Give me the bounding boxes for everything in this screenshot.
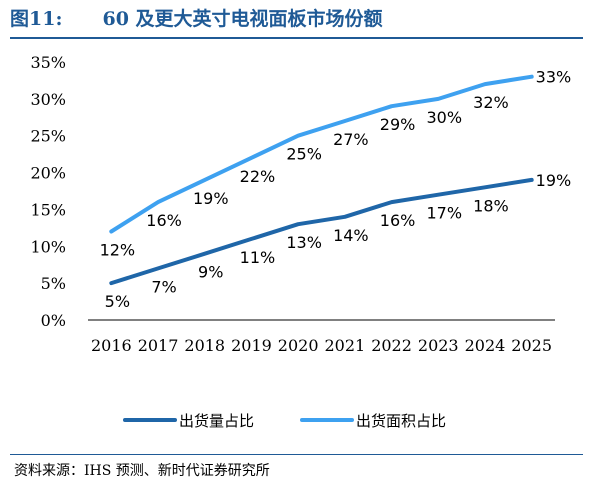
line-chart: 0% 5% 10% 15% 20% 25% 30% 35% 2016 2017 2018 2019 20…: [30, 53, 572, 430]
data-label: 18%: [473, 196, 509, 215]
data-label: 16%: [380, 211, 416, 230]
legend-label-2: 出货面积占比: [356, 412, 446, 430]
x-tick-label: 2025: [511, 336, 552, 355]
y-tick-label: 10%: [30, 237, 66, 256]
data-label: 25%: [286, 145, 322, 164]
y-tick-label: 0%: [41, 311, 66, 330]
y-tick-label: 30%: [30, 90, 66, 109]
series-line-2: [109, 74, 534, 234]
data-label: 5%: [105, 292, 130, 311]
figure-number: 图11:: [10, 8, 63, 30]
data-label: 12%: [100, 241, 136, 260]
data-label: 16%: [146, 211, 182, 230]
chart-axes: 0% 5% 10% 15% 20% 25% 30% 35% 2016 2017 2018 2019 20…: [30, 53, 555, 355]
data-label: 33%: [536, 68, 572, 87]
x-tick-label: 2017: [138, 336, 179, 355]
x-tick-label: 2023: [418, 336, 459, 355]
source-rule: [10, 454, 583, 455]
y-tick-label: 25%: [30, 127, 66, 146]
data-label: 19%: [193, 189, 229, 208]
data-label: 19%: [536, 171, 572, 190]
y-tick-label: 15%: [30, 200, 66, 219]
figure-title-text: 60 及更大英寸电视面板市场份额: [102, 8, 383, 30]
series-lines: [109, 74, 534, 286]
y-tick-label: 35%: [30, 53, 66, 72]
title-rule: [10, 37, 583, 39]
data-label: 17%: [426, 204, 462, 223]
data-label: 13%: [286, 233, 322, 252]
x-tick-label: 2021: [324, 336, 365, 355]
y-tick-label: 20%: [30, 164, 66, 183]
x-tick-label: 2024: [465, 336, 506, 355]
data-label: 9%: [198, 263, 223, 282]
x-tick-label: 2020: [278, 336, 319, 355]
data-label: 29%: [380, 115, 416, 134]
x-tick-label: 2019: [231, 336, 272, 355]
data-label: 7%: [151, 277, 176, 296]
data-labels: 5% 7% 9% 11% 13% 14% 16% 17% 18% 19% 12% 16% 19% 22% 2…: [100, 68, 572, 311]
x-tick-label: 2022: [371, 336, 412, 355]
source-note: 资料来源：IHS 预测、新时代证券研究所: [14, 463, 270, 479]
data-label: 14%: [333, 226, 369, 245]
data-label: 11%: [240, 248, 276, 267]
legend-label-1: 出货量占比: [179, 412, 254, 430]
chart-legend: 出货量占比 出货面积占比: [123, 412, 446, 430]
x-tick-label: 2018: [184, 336, 225, 355]
figure-title: 图11: 60 及更大英寸电视面板市场份额: [10, 4, 383, 31]
data-label: 32%: [473, 93, 509, 112]
data-label: 30%: [426, 108, 462, 127]
data-label: 22%: [240, 167, 276, 186]
y-tick-label: 5%: [41, 274, 66, 293]
x-tick-label: 2016: [91, 336, 132, 355]
data-label: 27%: [333, 130, 369, 149]
series-line-1: [109, 177, 534, 286]
